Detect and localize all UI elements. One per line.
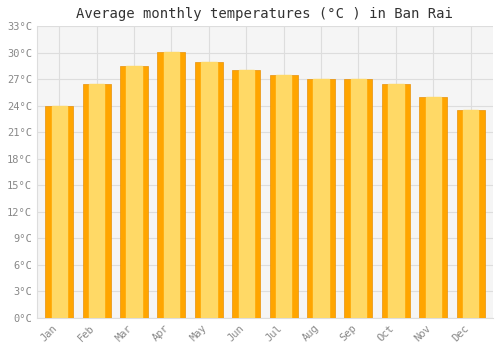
- Bar: [344, 79, 372, 318]
- Bar: [238, 70, 254, 318]
- Bar: [276, 75, 291, 318]
- Bar: [426, 97, 441, 318]
- Bar: [158, 52, 186, 318]
- Title: Average monthly temperatures (°C ) in Ban Rai: Average monthly temperatures (°C ) in Ba…: [76, 7, 454, 21]
- Bar: [463, 110, 478, 318]
- Bar: [382, 84, 410, 318]
- Bar: [120, 66, 148, 318]
- Bar: [164, 52, 179, 318]
- Bar: [314, 79, 328, 318]
- Bar: [388, 84, 404, 318]
- Bar: [52, 106, 67, 318]
- Bar: [456, 110, 484, 318]
- Bar: [195, 62, 223, 318]
- Bar: [232, 70, 260, 318]
- Bar: [89, 84, 104, 318]
- Bar: [419, 97, 447, 318]
- Bar: [45, 106, 74, 318]
- Bar: [126, 66, 142, 318]
- Bar: [82, 84, 110, 318]
- Bar: [307, 79, 335, 318]
- Bar: [201, 62, 216, 318]
- Bar: [350, 79, 366, 318]
- Bar: [270, 75, 297, 318]
